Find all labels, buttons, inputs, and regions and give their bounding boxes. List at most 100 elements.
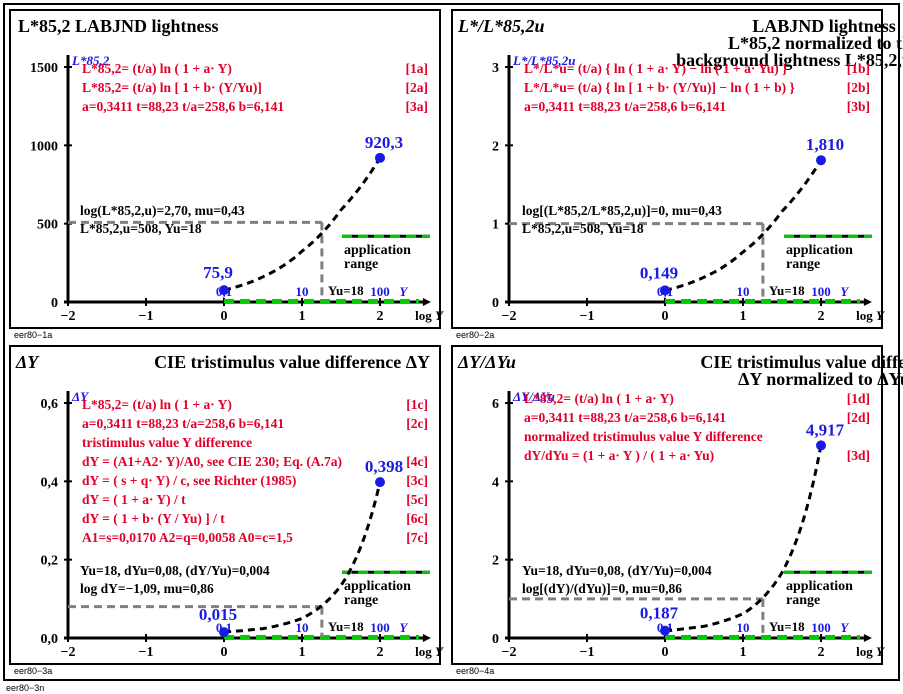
formula-text: dY = ( 1 + b· (Y / Yu) ] / t	[82, 511, 225, 526]
x-tick-label: −2	[61, 645, 76, 660]
start-point	[219, 627, 229, 638]
x-tick-label: 2	[377, 309, 384, 324]
yu-label: Yu=18	[328, 283, 364, 298]
formula-tag: [1c]	[406, 397, 428, 412]
panel-code: eer80−4a	[456, 666, 494, 676]
x-tick-label: 2	[377, 645, 384, 660]
y-value-unit-label: Y	[840, 620, 849, 635]
start-value-label: 0,187	[640, 604, 679, 623]
formula-text: tristimulus value Y difference	[82, 435, 252, 450]
y-value-tick-label: 10	[296, 620, 309, 635]
y-value-tick-label: 10	[737, 284, 750, 299]
range-label: range	[786, 257, 820, 272]
panel-title-line: L*85,2 normalized to the	[728, 33, 903, 53]
x-tick-label: −1	[580, 645, 595, 660]
x-axis-label: log Y	[856, 308, 885, 323]
x-tick-label: −2	[61, 309, 76, 324]
formula-tag: [3a]	[406, 99, 429, 114]
panel-title-line: background lightness L*85,2,u	[676, 50, 903, 70]
x-axis-arrow	[422, 634, 431, 642]
panel-frame	[451, 9, 883, 329]
formula-text: dY/dYu = (1 + a· Y ) / ( 1 + a· Yu)	[524, 448, 714, 463]
y-axis-label: L*/L*85,2u	[512, 53, 575, 68]
note-text: Yu=18, dYu=0,08, (dY/Yu)=0,004	[522, 563, 712, 578]
start-point	[660, 625, 670, 636]
y-tick-label: 0,2	[41, 554, 59, 569]
x-axis-arrow	[422, 298, 431, 306]
y-axis-label: ΔY	[71, 389, 89, 404]
formula-tag: [1b]	[847, 61, 870, 76]
formula-text: L*85,2= (t/a) ln ( 1 + a· Y)	[82, 397, 232, 412]
panel-title-line: ΔY normalized to ΔYu	[738, 369, 903, 389]
note-text: L*85,2,u=508, Yu=18	[80, 221, 202, 236]
note-text: Yu=18, dYu=0,08, (dY/Yu)=0,004	[80, 563, 270, 578]
panel-code: eer80−2a	[456, 330, 494, 340]
formula-text: A1=s=0,0170 A2=q=0,0058 A0=c=1,5	[82, 530, 293, 545]
y-value-tick-label: 100	[811, 284, 831, 299]
x-axis-arrow	[863, 298, 872, 306]
x-tick-label: 2	[818, 645, 825, 660]
yu-label: Yu=18	[328, 619, 364, 634]
start-point	[660, 285, 670, 296]
end-point	[375, 477, 385, 488]
panel-title-line: LABJND lightness	[752, 16, 896, 36]
end-point	[816, 440, 826, 451]
formula-tag: [2c]	[406, 416, 428, 431]
formula-text: L*/L*u= (t/a) { ln ( 1 + a· Y) − ln ( 1 …	[524, 61, 787, 76]
formula-text: dY = (A1+A2· Y)/A0, see CIE 230; Eq. (A.…	[82, 454, 342, 469]
y-value-tick-label: 100	[811, 620, 831, 635]
y-tick-label: 1000	[30, 139, 58, 154]
formula-tag: [1a]	[406, 61, 429, 76]
x-tick-label: −2	[502, 645, 517, 660]
y-axis-name: L*/L*85,2u	[457, 16, 545, 36]
y-tick-label: 3	[492, 61, 499, 76]
y-tick-label: 0	[51, 296, 58, 311]
x-tick-label: −2	[502, 309, 517, 324]
note-text: log[(dY)/(dYu)]=0, mu=0,86	[522, 581, 682, 596]
figure-code: eer80−3n	[6, 683, 44, 693]
y-tick-label: 0,6	[41, 397, 59, 412]
y-tick-label: 500	[37, 218, 58, 233]
x-tick-label: −1	[139, 645, 154, 660]
data-curve	[223, 481, 382, 634]
y-tick-label: 0,4	[41, 475, 59, 490]
range-label: application	[786, 579, 853, 594]
range-label: application	[786, 243, 853, 258]
y-axis-label: L*85,2	[71, 53, 110, 68]
x-axis-label: log Y	[856, 644, 885, 659]
y-tick-label: 0	[492, 632, 499, 647]
end-point	[375, 152, 385, 163]
panel-frame	[9, 345, 441, 665]
range-label: range	[786, 593, 820, 608]
formula-tag: [6c]	[406, 511, 428, 526]
x-axis-label: log Y	[415, 308, 444, 323]
y-tick-label: 2	[492, 554, 499, 569]
formula-text: L*85,2= (t/a) ln ( 1 + a· Y)	[524, 391, 674, 406]
formula-text: L*85,2= (t/a) ln ( 1 + a· Y)	[82, 61, 232, 76]
panel-frame	[451, 345, 883, 665]
formula-text: L*85,2= (t/a) ln [ 1 + b· (Y/Yu)]	[82, 80, 262, 95]
y-value-tick-label: 10	[296, 284, 309, 299]
panel-frame	[9, 9, 441, 329]
formula-tag: [3d]	[847, 448, 870, 463]
range-label: range	[344, 593, 378, 608]
note-text: L*85,2,u=508, Yu=18	[522, 221, 644, 236]
range-label: application	[344, 579, 411, 594]
formula-tag: [2b]	[847, 80, 870, 95]
x-axis-arrow	[863, 634, 872, 642]
note-text: log dY=−1,09, mu=0,86	[80, 581, 214, 596]
y-tick-label: 0,0	[41, 632, 59, 647]
y-axis-label: ΔY/ΔYu	[512, 389, 555, 404]
formula-tag: [3c]	[406, 473, 428, 488]
start-value-label: 0,149	[640, 263, 678, 282]
x-tick-label: 0	[662, 645, 669, 660]
end-value-label: 4,917	[806, 420, 845, 439]
formula-text: a=0,3411 t=88,23 t/a=258,6 b=6,141	[524, 410, 726, 425]
x-tick-label: 1	[299, 645, 306, 660]
x-tick-label: 2	[818, 309, 825, 324]
y-axis-name: ΔY	[15, 352, 40, 372]
end-value-label: 0,398	[365, 457, 403, 476]
